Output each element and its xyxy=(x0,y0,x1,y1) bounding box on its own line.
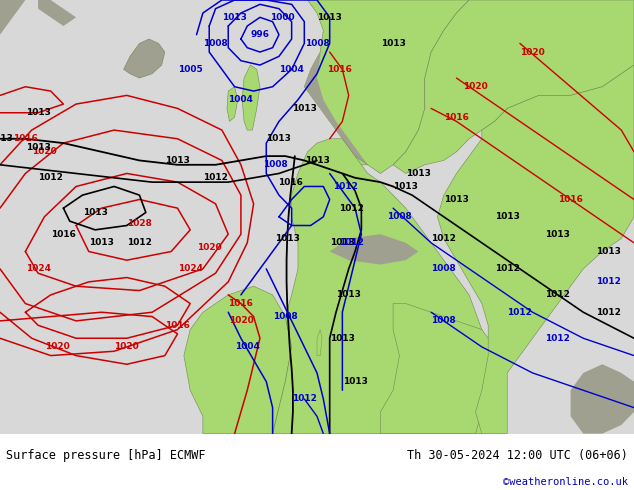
Text: 1016: 1016 xyxy=(51,230,76,239)
Text: 1013: 1013 xyxy=(0,134,13,143)
Text: 1013: 1013 xyxy=(336,291,361,299)
Polygon shape xyxy=(437,65,634,434)
Polygon shape xyxy=(317,330,322,356)
Text: 1012: 1012 xyxy=(292,394,317,403)
Text: 1005: 1005 xyxy=(178,65,203,74)
Text: 1013: 1013 xyxy=(596,247,621,256)
Text: 1012: 1012 xyxy=(545,291,571,299)
Polygon shape xyxy=(242,65,260,130)
Text: 1013: 1013 xyxy=(330,334,355,343)
Text: 1008: 1008 xyxy=(203,39,228,48)
Text: 1020: 1020 xyxy=(228,317,254,325)
Text: 1012: 1012 xyxy=(127,238,152,247)
Text: 1020: 1020 xyxy=(463,82,488,91)
Text: 1004: 1004 xyxy=(235,343,260,351)
Text: 1024: 1024 xyxy=(178,265,203,273)
Text: 1008: 1008 xyxy=(387,212,412,221)
Text: 1012: 1012 xyxy=(507,308,533,317)
Text: 1020: 1020 xyxy=(32,147,57,156)
Polygon shape xyxy=(304,0,469,173)
Text: Surface pressure [hPa] ECMWF: Surface pressure [hPa] ECMWF xyxy=(6,448,206,462)
Text: 1012: 1012 xyxy=(333,182,358,191)
Text: 1008: 1008 xyxy=(304,39,330,48)
Polygon shape xyxy=(0,0,25,35)
Text: 1012: 1012 xyxy=(495,265,520,273)
Text: 1012: 1012 xyxy=(431,234,456,243)
Text: 1028: 1028 xyxy=(127,219,152,228)
Text: 1008: 1008 xyxy=(431,265,456,273)
Polygon shape xyxy=(184,286,292,434)
Polygon shape xyxy=(304,13,368,165)
Text: 1013: 1013 xyxy=(304,156,330,165)
Text: 1016: 1016 xyxy=(165,321,190,330)
Text: 1008: 1008 xyxy=(431,317,456,325)
Text: 1020: 1020 xyxy=(44,343,70,351)
Text: 1016: 1016 xyxy=(278,178,303,187)
Text: ©weatheronline.co.uk: ©weatheronline.co.uk xyxy=(503,477,628,487)
Text: 1004: 1004 xyxy=(228,95,254,104)
Text: 1013: 1013 xyxy=(380,39,406,48)
Text: 1013: 1013 xyxy=(165,156,190,165)
Polygon shape xyxy=(393,0,634,173)
Text: 1013: 1013 xyxy=(342,377,368,386)
Text: 1012: 1012 xyxy=(596,308,621,317)
Text: 1013: 1013 xyxy=(275,234,301,243)
Text: 1012: 1012 xyxy=(596,277,621,286)
Text: 1012: 1012 xyxy=(38,173,63,182)
Text: 1016: 1016 xyxy=(558,195,583,204)
Text: 1008: 1008 xyxy=(273,312,298,321)
Text: 1013: 1013 xyxy=(266,134,292,143)
Text: 1013: 1013 xyxy=(25,108,51,117)
Text: 1013: 1013 xyxy=(495,212,520,221)
Polygon shape xyxy=(227,87,238,122)
Text: 1013: 1013 xyxy=(330,238,355,247)
Text: 996: 996 xyxy=(250,30,269,39)
Text: 1013: 1013 xyxy=(545,230,571,239)
Polygon shape xyxy=(124,39,165,78)
Text: 1012: 1012 xyxy=(339,238,365,247)
Text: 1012: 1012 xyxy=(203,173,228,182)
Text: 1013: 1013 xyxy=(393,182,418,191)
Text: 1016: 1016 xyxy=(228,299,254,308)
Text: 1016: 1016 xyxy=(444,113,469,122)
Text: 1000: 1000 xyxy=(270,13,294,22)
Text: 1013: 1013 xyxy=(222,13,247,22)
Text: 1013: 1013 xyxy=(444,195,469,204)
Text: 1020: 1020 xyxy=(520,48,545,56)
Polygon shape xyxy=(273,139,495,434)
Polygon shape xyxy=(342,156,368,182)
Text: 1013: 1013 xyxy=(317,13,342,22)
Text: 1013: 1013 xyxy=(406,169,431,178)
Polygon shape xyxy=(571,364,634,434)
Text: 1020: 1020 xyxy=(197,243,222,252)
Text: 1013: 1013 xyxy=(89,238,114,247)
Polygon shape xyxy=(38,0,76,26)
Text: 1008: 1008 xyxy=(263,160,288,169)
Polygon shape xyxy=(330,234,418,265)
Text: 1012: 1012 xyxy=(339,204,365,213)
Text: 1004: 1004 xyxy=(279,65,304,74)
Polygon shape xyxy=(380,304,495,434)
Text: 1012: 1012 xyxy=(545,334,571,343)
Text: 1024: 1024 xyxy=(25,265,51,273)
Text: 1013: 1013 xyxy=(292,104,317,113)
Text: 1013: 1013 xyxy=(82,208,108,217)
Text: Th 30-05-2024 12:00 UTC (06+06): Th 30-05-2024 12:00 UTC (06+06) xyxy=(407,448,628,462)
Text: 1016: 1016 xyxy=(13,134,38,143)
Text: 1020: 1020 xyxy=(114,343,139,351)
Text: 1016: 1016 xyxy=(327,65,352,74)
Text: 1013: 1013 xyxy=(25,143,51,152)
